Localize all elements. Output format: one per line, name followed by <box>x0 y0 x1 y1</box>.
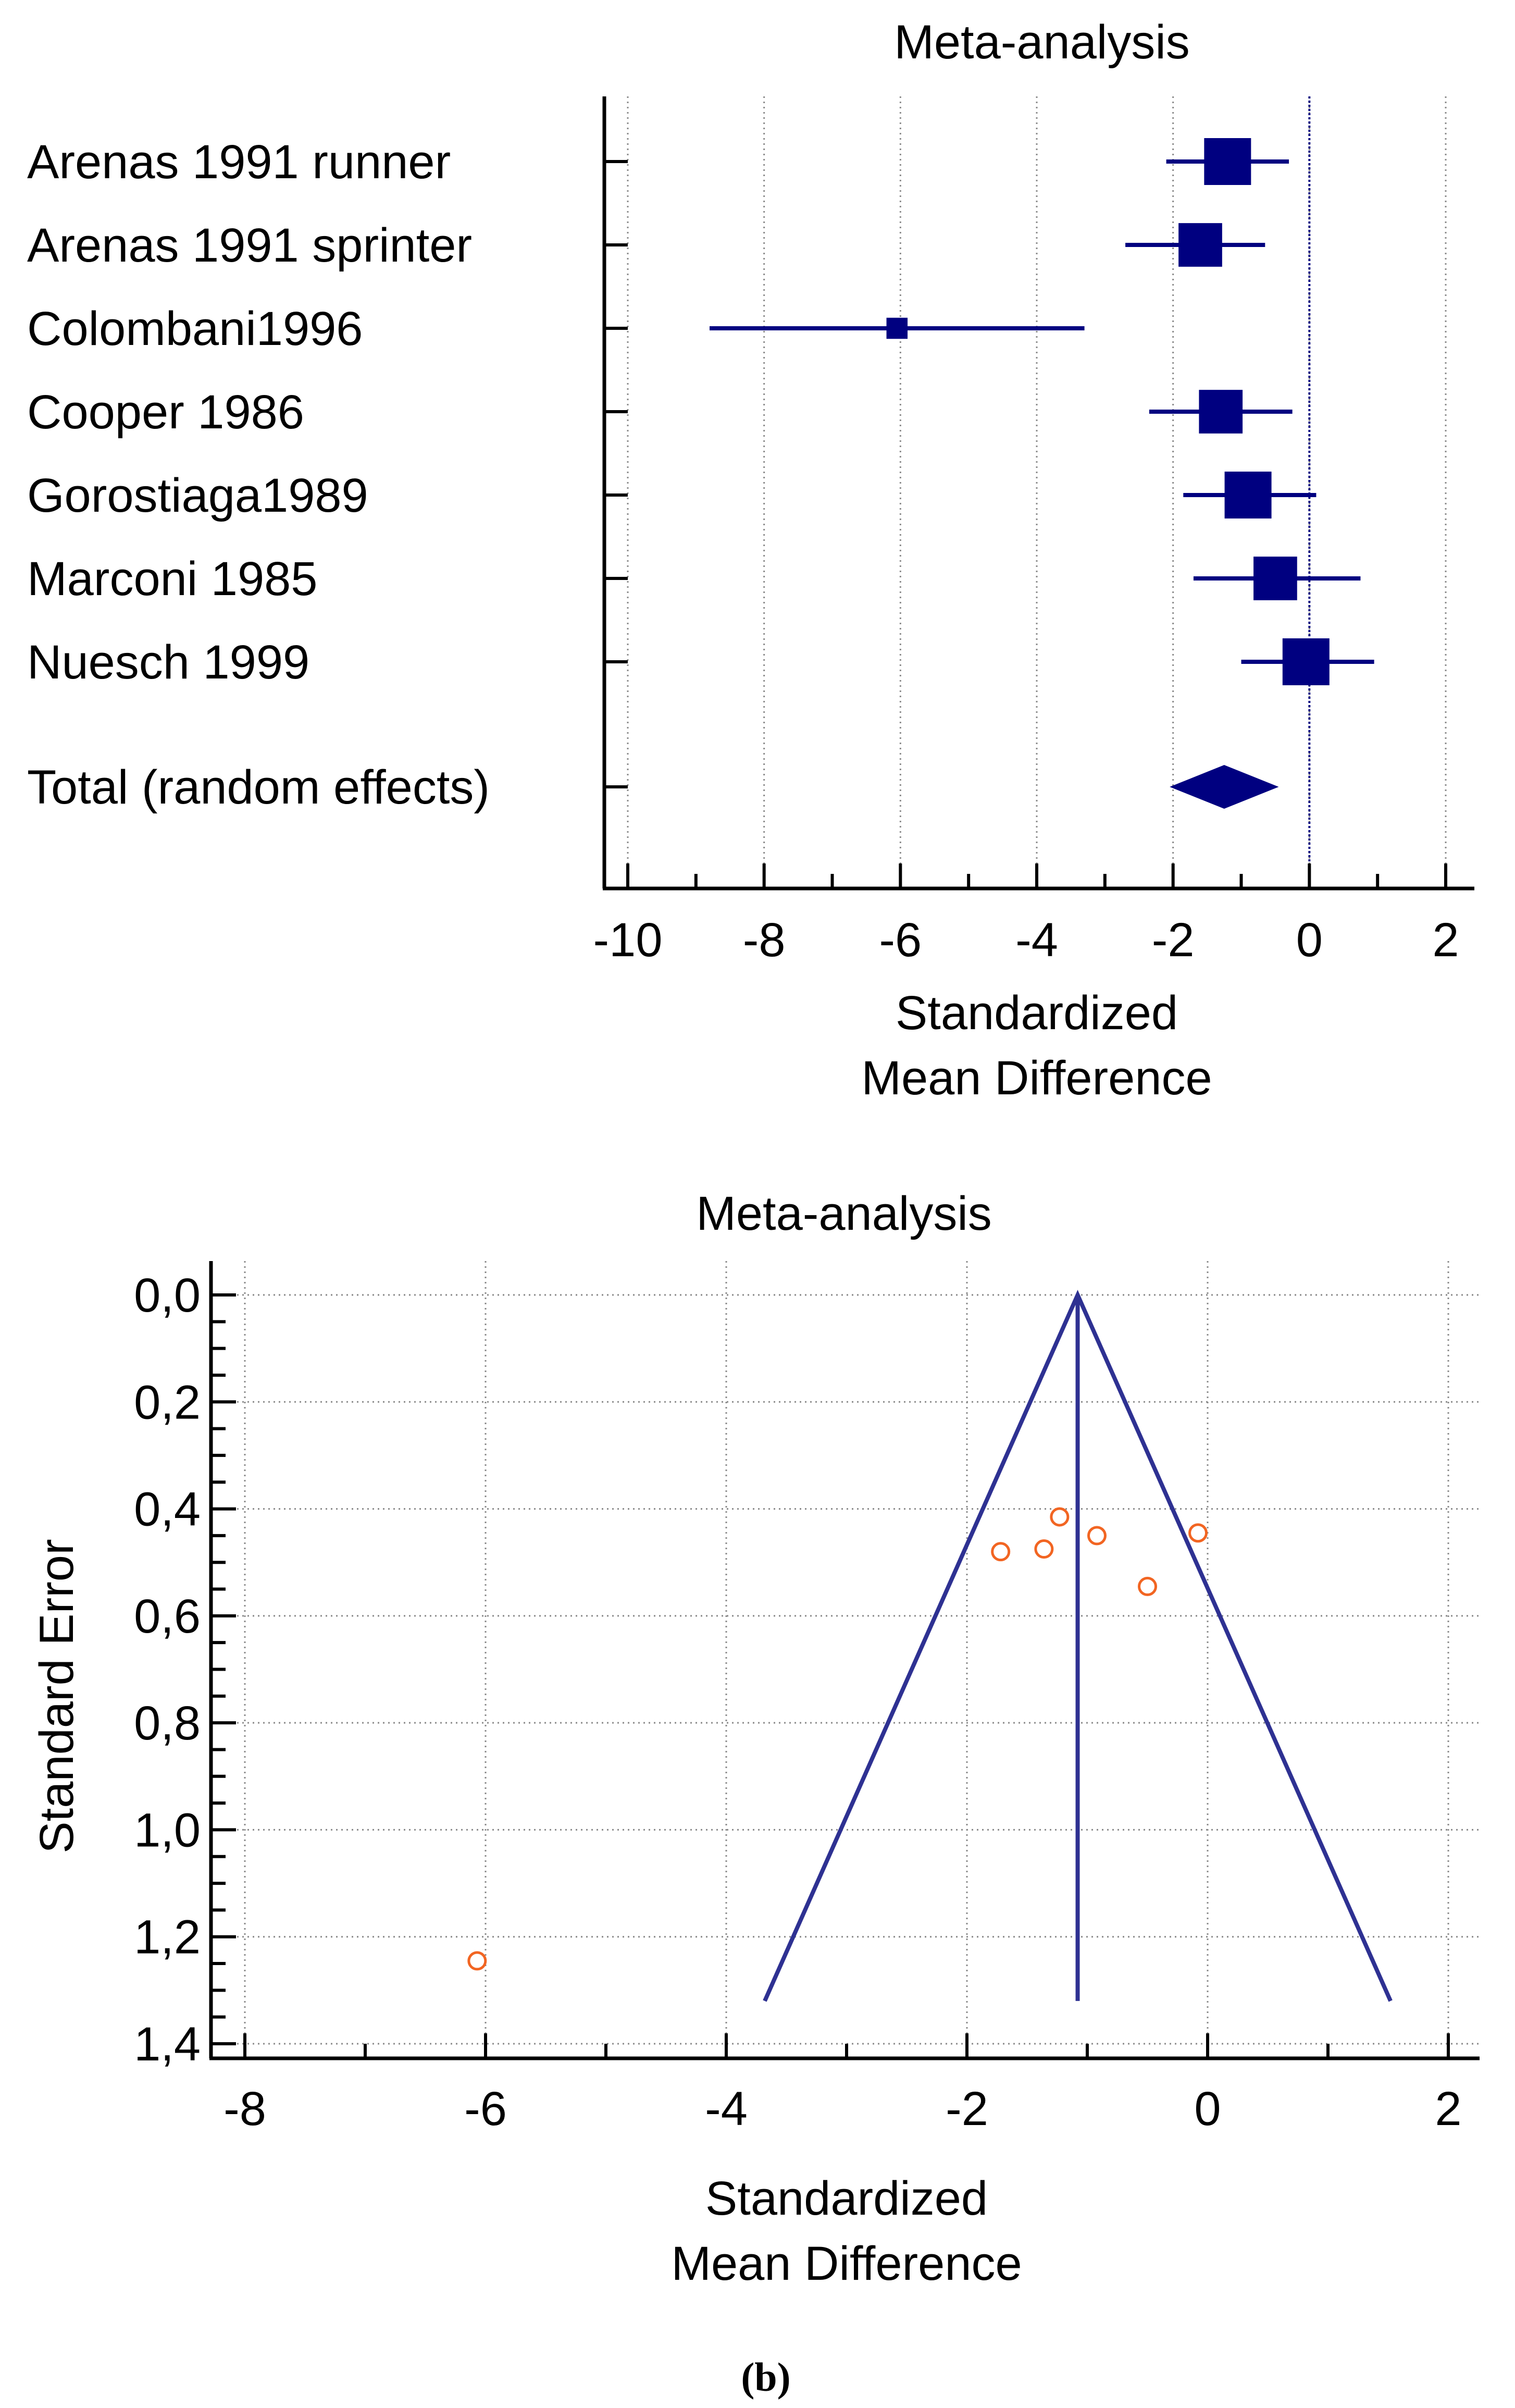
forest-point-estimate <box>1282 638 1330 685</box>
funnel-y-tick-labels: 0,0 0,2 0,4 0,6 0,8 1,0 1,2 1,4 <box>134 1269 201 2071</box>
forest-study-label: Marconi 1985 <box>27 552 317 606</box>
funnel-x-tick-label: -8 <box>223 2082 266 2135</box>
funnel-study-point <box>1050 1507 1070 1527</box>
forest-x-tick-label: -4 <box>1015 913 1058 967</box>
funnel-y-tick-label: 0,4 <box>134 1483 201 1536</box>
forest-point-estimate <box>886 317 908 339</box>
forest-study-label: Arenas 1991 runner <box>27 135 451 189</box>
forest-point-estimate <box>1204 138 1251 185</box>
funnel-gridlines <box>211 1261 1480 2058</box>
funnel-y-tick-label: 0,6 <box>134 1590 201 1643</box>
figure-caption: (b) <box>741 2354 790 2400</box>
funnel-y-tick-label: 1,4 <box>134 2018 201 2071</box>
funnel-study-point <box>467 1951 487 1971</box>
forest-point-estimate <box>1178 223 1222 267</box>
forest-study-label: Nuesch 1999 <box>27 636 309 689</box>
forest-x-tick-label: -2 <box>1152 913 1195 967</box>
forest-xlabel-line1: Standardized <box>896 986 1178 1040</box>
funnel-xlabel-line1: Standardized <box>705 2172 988 2225</box>
forest-point-estimate <box>1224 472 1272 518</box>
funnel-plot: Meta-analysis 0,0 0,2 0,4 0,6 0,8 1,0 1,2 1,4 -… <box>30 1187 1480 2290</box>
forest-title: Meta-analysis <box>894 16 1190 69</box>
funnel-triangle <box>763 1290 1393 2002</box>
forest-point-estimate <box>1199 390 1243 434</box>
funnel-y-tick-label: 1,0 <box>134 1804 201 1857</box>
funnel-y-tick-label: 0,8 <box>134 1697 201 1750</box>
funnel-axes <box>209 1261 1480 2060</box>
forest-study-label: Gorostiaga1989 <box>27 469 368 522</box>
funnel-study-point <box>1034 1539 1054 1559</box>
funnel-x-tick-label: 2 <box>1435 2082 1461 2135</box>
forest-gridlines <box>627 96 1447 888</box>
funnel-x-tick-labels: -8 -6 -4 -2 0 2 <box>223 2082 1461 2135</box>
funnel-y-tick-label: 0,0 <box>134 1269 201 1322</box>
funnel-x-tick-label: -4 <box>705 2082 748 2135</box>
forest-marks <box>710 138 1374 809</box>
funnel-x-tick-label: -2 <box>946 2082 988 2135</box>
forest-xlabel-line2: Mean Difference <box>861 1052 1212 1105</box>
forest-x-tick-label: -6 <box>879 913 922 967</box>
forest-x-tick-label: 2 <box>1432 913 1459 967</box>
forest-total-label: Total (random effects) <box>27 761 490 814</box>
funnel-points <box>467 1507 1208 1971</box>
funnel-x-tick-label: -6 <box>464 2082 507 2135</box>
funnel-study-point <box>991 1542 1011 1562</box>
funnel-title: Meta-analysis <box>696 1187 992 1240</box>
funnel-x-tick-label: 0 <box>1194 2082 1221 2135</box>
forest-x-tick-label: 0 <box>1296 913 1323 967</box>
forest-study-labels: Arenas 1991 runner Arenas 1991 sprinter Co… <box>27 135 490 814</box>
forest-point-estimate <box>1253 557 1297 600</box>
forest-x-tick-label: -8 <box>743 913 786 967</box>
forest-axes <box>602 96 1474 891</box>
funnel-ylabel: Standard Error <box>30 1539 83 1853</box>
funnel-study-point <box>1138 1576 1157 1596</box>
funnel-y-tick-label: 0,2 <box>134 1376 201 1429</box>
forest-total-diamond <box>1170 765 1279 809</box>
funnel-xlabel-line2: Mean Difference <box>671 2237 1022 2290</box>
forest-study-label: Arenas 1991 sprinter <box>27 219 472 272</box>
forest-x-tick-labels: -10 -8 -6 -4 -2 0 2 <box>593 913 1459 967</box>
funnel-y-tick-label: 1,2 <box>134 1911 201 1964</box>
forest-x-tick-label: -10 <box>593 913 663 967</box>
forest-study-label: Cooper 1986 <box>27 386 304 439</box>
funnel-study-point <box>1188 1523 1208 1543</box>
funnel-study-point <box>1087 1526 1107 1546</box>
forest-study-label: Colombani1996 <box>27 302 363 355</box>
